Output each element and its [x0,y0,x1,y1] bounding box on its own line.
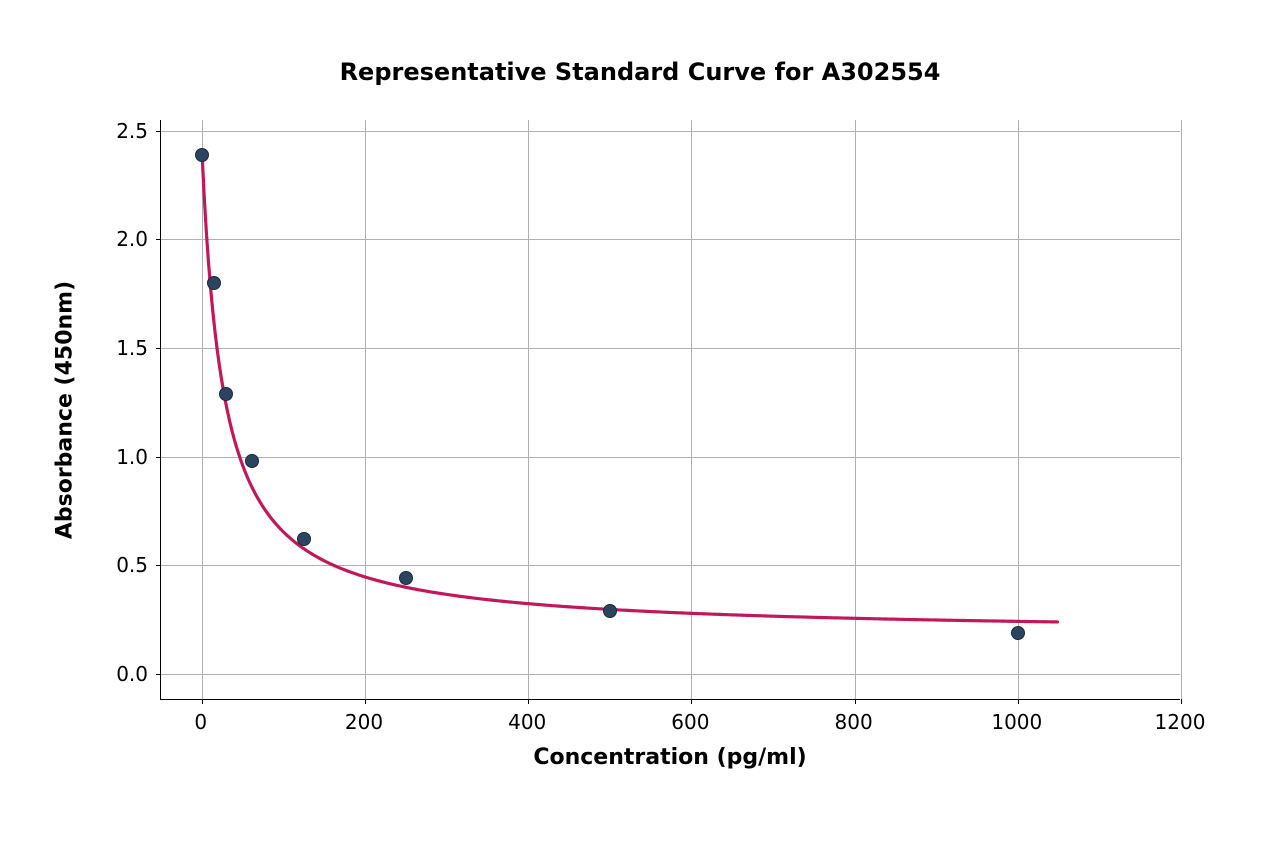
x-tick-label: 600 [671,710,709,734]
y-tick-label: 0.5 [116,553,148,577]
scatter-point [219,387,233,401]
x-tick [202,699,203,704]
scatter-point [399,571,413,585]
x-tick [1018,699,1019,704]
x-tick-label: 200 [345,710,383,734]
y-axis-label: Absorbance (450nm) [53,281,78,539]
y-tick-label: 1.5 [116,336,148,360]
x-tick-label: 400 [508,710,546,734]
y-tick-label: 2.5 [116,119,148,143]
grid-line-vertical [1181,120,1182,699]
scatter-point [297,532,311,546]
x-tick-label: 1000 [991,710,1042,734]
x-tick-label: 1200 [1155,710,1206,734]
curve-line [161,120,1180,699]
x-tick-label: 0 [194,710,207,734]
plot-area [160,120,1180,700]
x-tick [691,699,692,704]
y-tick-label: 2.0 [116,227,148,251]
chart-title: Representative Standard Curve for A30255… [0,58,1280,86]
x-axis-label: Concentration (pg/ml) [533,745,806,770]
x-tick-label: 800 [835,710,873,734]
y-tick-label: 0.0 [116,662,148,686]
x-tick [365,699,366,704]
y-tick-label: 1.0 [116,445,148,469]
scatter-point [245,454,259,468]
x-tick [528,699,529,704]
chart-container: Representative Standard Curve for A30255… [0,0,1280,845]
scatter-point [195,148,209,162]
x-tick [855,699,856,704]
scatter-point [603,604,617,618]
scatter-point [207,276,221,290]
fitted-curve [202,155,1057,622]
x-tick [1181,699,1182,704]
scatter-point [1011,626,1025,640]
